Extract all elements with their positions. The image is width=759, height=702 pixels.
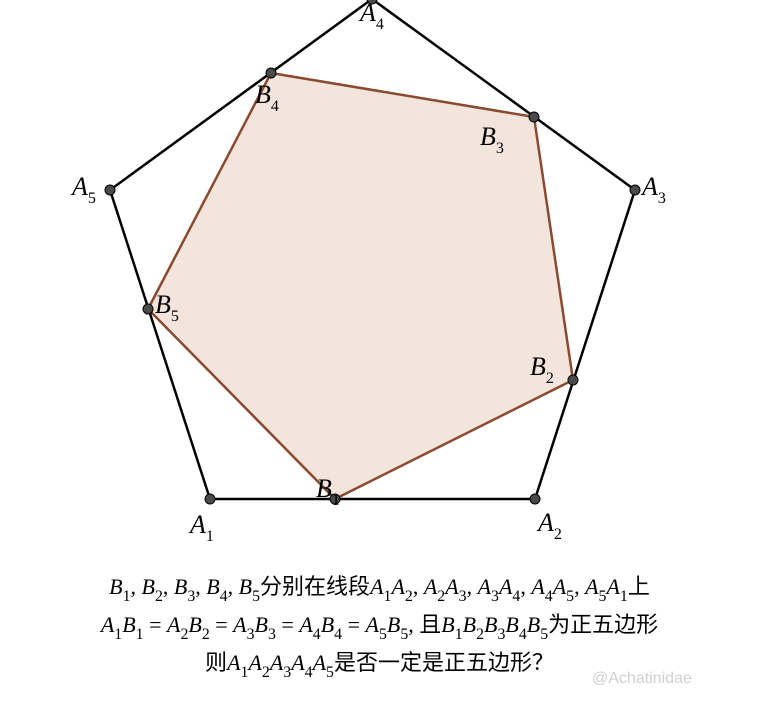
vertex-B5 [143,304,153,314]
inner-pentagon [148,73,573,499]
caption-line-1: B1, B2, B3, B4, B5分别在线段A1A2, A2A3, A3A4,… [0,570,759,608]
vertex-A5 [105,185,115,195]
vertex-A3 [630,185,640,195]
vertex-B4 [266,68,276,78]
vertex-A4 [367,0,377,4]
vertex-B2 [568,375,578,385]
vertex-B1 [330,494,340,504]
vertex-A1 [205,494,215,504]
caption-line-2: A1B1 = A2B2 = A3B3 = A4B4 = A5B5, 且B1B2B… [0,608,759,646]
problem-caption: B1, B2, B3, B4, B5分别在线段A1A2, A2A3, A3A4,… [0,570,759,684]
caption-line-3: 则A1A2A3A4A5是否一定是正五边形？ [0,646,759,684]
vertex-B3 [529,112,539,122]
vertex-A2 [530,494,540,504]
